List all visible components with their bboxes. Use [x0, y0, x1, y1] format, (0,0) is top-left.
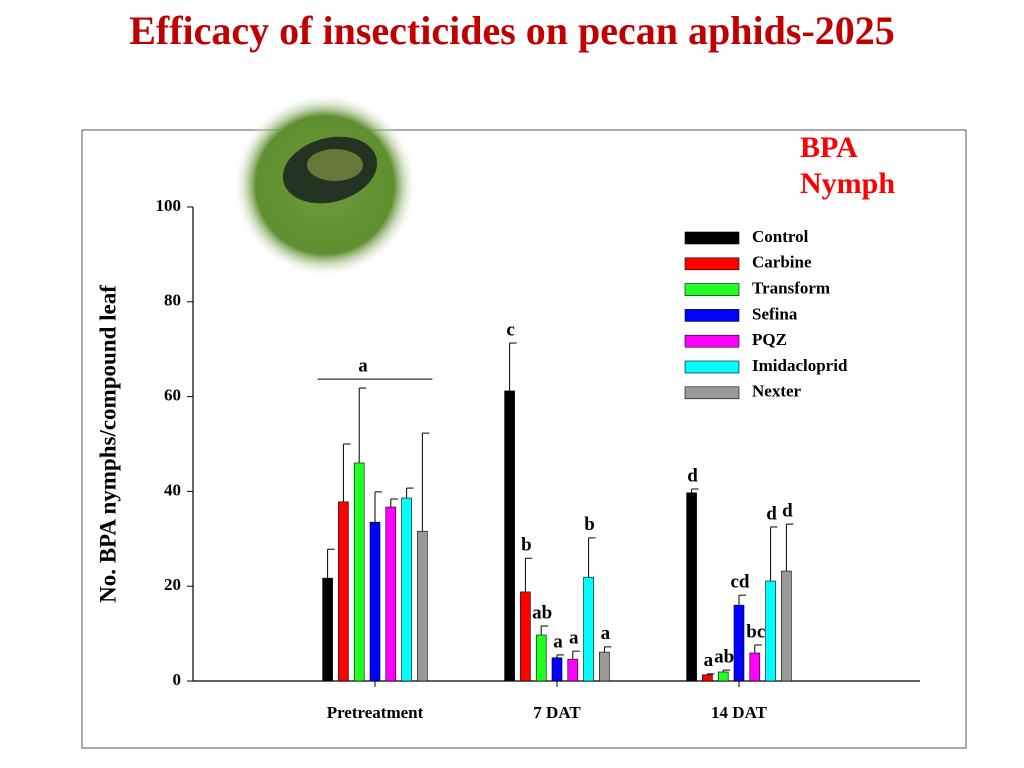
significance-letter: bc — [746, 621, 765, 642]
y-axis-title: No. BPA nymphs/compound leaf — [95, 285, 120, 603]
legend-label: Carbine — [752, 253, 812, 272]
y-tick-label: 0 — [173, 670, 182, 689]
legend-swatch — [684, 360, 740, 374]
bar — [583, 576, 594, 682]
bar — [417, 530, 428, 682]
significance-letter: cd — [731, 572, 750, 593]
bar — [338, 501, 349, 682]
bar — [551, 657, 563, 682]
legend-label: Control — [752, 227, 809, 246]
bar — [765, 580, 776, 682]
significance-letter: a — [601, 623, 611, 644]
significance-letter: d — [782, 500, 793, 521]
significance-letter: d — [766, 503, 777, 524]
bar — [322, 577, 333, 682]
legend-swatch — [684, 257, 740, 271]
bar — [567, 658, 579, 682]
y-tick-label: 80 — [164, 291, 181, 310]
significance-letter: a — [553, 631, 563, 652]
group-letter: a — [358, 355, 368, 376]
bar — [369, 521, 381, 682]
legend-swatch — [684, 283, 740, 296]
slide-title: Efficacy of insecticides on pecan aphids… — [129, 8, 895, 53]
significance-letter: b — [584, 514, 595, 535]
legend-label: Nexter — [752, 382, 802, 401]
significance-letter: ab — [714, 646, 734, 667]
legend-label: Transform — [752, 279, 830, 298]
legend-label: Sefina — [752, 304, 798, 323]
bar — [781, 570, 792, 682]
bar — [749, 652, 761, 682]
bar — [385, 506, 397, 682]
y-tick-label: 20 — [164, 575, 181, 594]
significance-letter: a — [704, 650, 714, 671]
y-tick-label: 60 — [164, 386, 181, 405]
bar — [599, 651, 610, 682]
legend-label: Imidacloprid — [752, 356, 848, 375]
bar — [520, 591, 531, 682]
bar — [717, 671, 729, 682]
bar — [353, 462, 365, 682]
significance-letter: c — [506, 319, 514, 340]
chart-frame — [81, 129, 967, 749]
bar — [686, 492, 697, 682]
aphid-photo — [233, 93, 417, 277]
bar — [401, 497, 412, 682]
bar — [702, 674, 713, 682]
bar — [733, 604, 745, 682]
legend-swatch — [684, 309, 740, 322]
significance-letter: ab — [532, 602, 552, 623]
significance-letter: b — [521, 535, 532, 556]
annotation: BPA Nymph — [800, 131, 896, 200]
y-tick-label: 100 — [156, 196, 182, 215]
y-tick-label: 40 — [164, 480, 181, 499]
significance-letter: a — [569, 627, 579, 648]
legend-swatch — [684, 231, 740, 245]
x-tick-label: Pretreatment — [327, 703, 424, 722]
bar — [504, 390, 515, 682]
legend-swatch — [684, 386, 740, 400]
legend-swatch — [684, 334, 740, 348]
x-tick-label: 7 DAT — [533, 703, 581, 722]
x-tick-label: 14 DAT — [711, 703, 768, 722]
bar — [535, 634, 547, 682]
legend-label: PQZ — [752, 330, 787, 349]
significance-letter: d — [687, 465, 698, 486]
